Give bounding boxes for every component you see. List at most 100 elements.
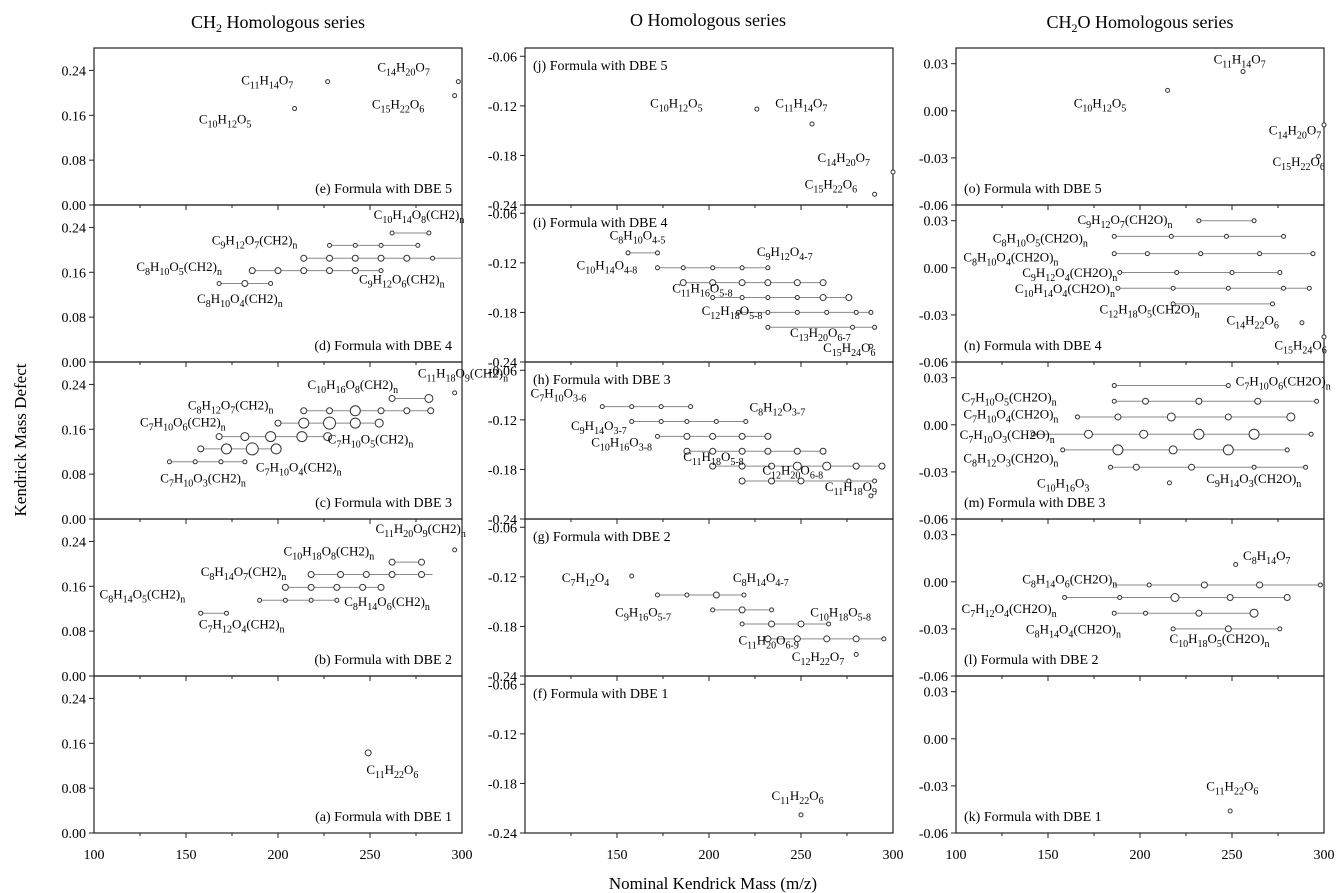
panel-b: 0.00 0.08 0.16 0.24 C11H20O9(CH2)nC10H18O8(C…: [62, 518, 466, 685]
data-point: [868, 493, 874, 499]
formula-label: C9H12O4-7: [757, 244, 813, 263]
y-tick-label: 0.00: [62, 670, 87, 685]
data-point: [872, 478, 878, 484]
data-point: [1240, 69, 1246, 75]
y-tick-label: 0.00: [62, 513, 87, 528]
data-point: [333, 583, 341, 591]
data-point: [248, 267, 256, 275]
data-point: [388, 394, 396, 402]
data-point: [426, 230, 432, 236]
data-point: [654, 433, 660, 439]
formula-label: C8H12O7(CH2)n: [188, 398, 274, 417]
data-point: [1198, 251, 1204, 257]
data-point: [1165, 87, 1171, 93]
data-point: [1269, 301, 1275, 307]
formula-label: C8H10O4(CH2O)n: [963, 250, 1058, 269]
data-point: [819, 279, 827, 287]
data-point: [1111, 251, 1117, 257]
data-point: [220, 443, 232, 455]
data-point: [868, 309, 874, 315]
formula-label: C9H12O6(CH2)n: [359, 272, 445, 291]
formula-label: C10H12O5: [1074, 96, 1126, 115]
panel-label: (n) Formula with DBE 4: [964, 339, 1102, 354]
data-point: [218, 459, 224, 465]
data-point: [1254, 397, 1262, 405]
data-point: [654, 250, 660, 256]
data-point: [872, 191, 878, 197]
data-point: [680, 265, 686, 271]
y-tick-label: 0.00: [62, 199, 87, 214]
formula-label: C11H22O6: [366, 762, 418, 781]
data-point: [878, 462, 886, 470]
data-point: [388, 571, 396, 579]
x-tick-label: 200: [268, 848, 289, 863]
data-point: [709, 279, 717, 287]
panel-label: (i) Formula with DBE 4: [533, 216, 668, 231]
formula-label: C7H10O5(CH2O)n: [962, 389, 1057, 408]
data-point: [1233, 562, 1239, 568]
data-point: [1030, 431, 1036, 437]
data-point: [794, 295, 800, 301]
data-point: [850, 324, 856, 330]
y-tick-label: -0.24: [488, 513, 517, 528]
x-tick-label: 300: [1314, 848, 1335, 863]
data-point: [684, 418, 690, 424]
data-point: [364, 749, 372, 757]
data-point: [739, 295, 745, 301]
data-point: [688, 404, 694, 410]
data-point: [427, 407, 435, 415]
formula-label: C8H14O7: [1243, 548, 1290, 567]
data-point: [1108, 464, 1114, 470]
y-tick-label: 0.24: [62, 692, 87, 707]
data-point: [1111, 233, 1117, 239]
formula-label: C10H16O3: [1037, 476, 1089, 495]
y-tick-label: -0.12: [488, 414, 517, 429]
formula-label: C9H12O7(CH2)n: [212, 232, 298, 251]
formula-label: C10H14O8(CH2)n: [374, 207, 465, 226]
data-point: [274, 419, 282, 427]
formula-label: C13H20O6-7: [790, 325, 851, 344]
data-point: [377, 407, 385, 415]
data-point: [710, 295, 716, 301]
data-point: [1111, 398, 1117, 404]
data-point: [1224, 625, 1232, 633]
data-point: [326, 407, 334, 415]
panel-c: 0.00 0.08 0.16 0.24 C10H16O8(CH2)n C11H18O9(C…: [62, 361, 508, 528]
formula-label: C7H12O4(CH2)n: [199, 616, 285, 635]
data-point: [374, 418, 384, 428]
data-point: [764, 447, 772, 455]
data-point: [1168, 445, 1178, 455]
data-point: [738, 606, 746, 614]
data-point: [1223, 233, 1229, 239]
data-point: [1170, 285, 1176, 291]
data-point: [1315, 153, 1321, 159]
formula-label: C7H12O4(CH2O)n: [962, 601, 1057, 620]
y-tick-label: 0.03: [924, 58, 949, 73]
data-point: [1166, 480, 1172, 486]
formula-label: C8H12O3-7: [749, 400, 805, 419]
data-point: [629, 404, 635, 410]
formula-label: C7H12O4: [562, 570, 609, 589]
data-point: [1229, 270, 1235, 276]
y-tick-label: 0.03: [924, 372, 949, 387]
data-point: [241, 280, 249, 287]
data-point: [1281, 233, 1287, 239]
data-point: [378, 242, 384, 248]
y-tick-label: 0.03: [924, 215, 949, 230]
data-point: [890, 169, 896, 175]
data-point: [1170, 626, 1176, 632]
data-point: [792, 461, 802, 471]
data-point: [713, 418, 719, 424]
x-tick-label: 150: [607, 848, 628, 863]
data-point: [307, 571, 315, 579]
panel-d: 0.00 0.08 0.16 0.24 C10H14O8(CH2)n C9H12O7(CH…: [62, 204, 465, 371]
data-point: [709, 447, 717, 455]
data-point: [452, 547, 458, 553]
data-point: [1114, 413, 1122, 421]
data-point: [735, 309, 741, 315]
formula-label: C8H14O6(CH2)n: [344, 594, 430, 613]
data-point: [257, 597, 263, 603]
formula-label: C11H18O9: [825, 479, 877, 498]
data-point: [1132, 463, 1140, 471]
data-point: [292, 106, 298, 112]
